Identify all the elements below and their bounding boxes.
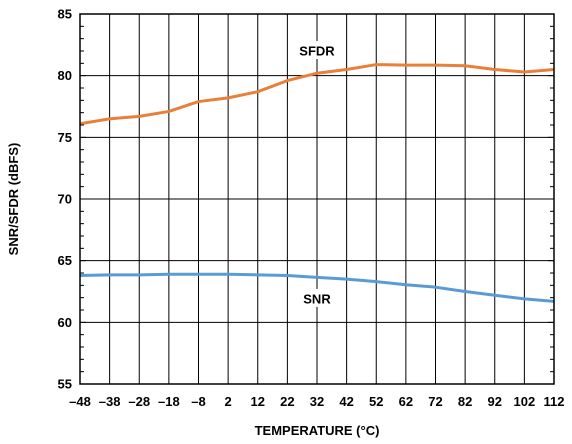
x-tick-label: 2 [225,394,232,409]
grid [80,14,554,384]
y-tick-label: 75 [58,130,72,145]
y-tick-label: 60 [58,315,72,330]
series-labels: SFDR SNR [295,41,339,307]
x-tick-label: 112 [544,394,565,409]
x-tick-label: –28 [128,394,150,409]
series-label-snr: SNR [303,291,331,306]
x-tick-label: 32 [310,394,324,409]
x-tick-label: 42 [339,394,353,409]
x-tick-label: 72 [428,394,442,409]
series-label-sfdr: SFDR [299,44,335,59]
x-tick-label: 102 [514,394,536,409]
series-line-sfdr [79,63,555,126]
y-tick-label: 80 [58,68,72,83]
series-lines [79,63,555,303]
x-tick-label: 62 [399,394,413,409]
x-tick-label: 82 [458,394,472,409]
x-axis-title: TEMPERATURE (°C) [255,423,380,438]
x-tick-label: 92 [488,394,502,409]
series-line-snr [79,272,555,303]
y-tick-label: 70 [58,192,72,207]
y-axis-ticks: 55 60 65 70 75 80 85 [58,7,554,392]
y-tick-label: 55 [58,377,72,392]
y-tick-label: 65 [58,253,72,268]
x-tick-label: 12 [251,394,265,409]
x-tick-label: –8 [191,394,205,409]
y-axis-title: SNR/SFDR (dBFS) [6,143,21,256]
x-tick-label: 22 [280,394,294,409]
x-tick-label: 52 [369,394,383,409]
x-tick-label: –48 [69,394,91,409]
series-label-bg [295,41,339,59]
y-tick-label: 85 [58,7,72,22]
series-label-bg [299,288,335,307]
x-axis-ticks: –48 –38 –28 –18 –8 2 12 22 32 42 52 62 72 82 92 102 112 [69,394,564,409]
x-tick-label: –38 [99,394,121,409]
x-tick-label: –18 [158,394,180,409]
